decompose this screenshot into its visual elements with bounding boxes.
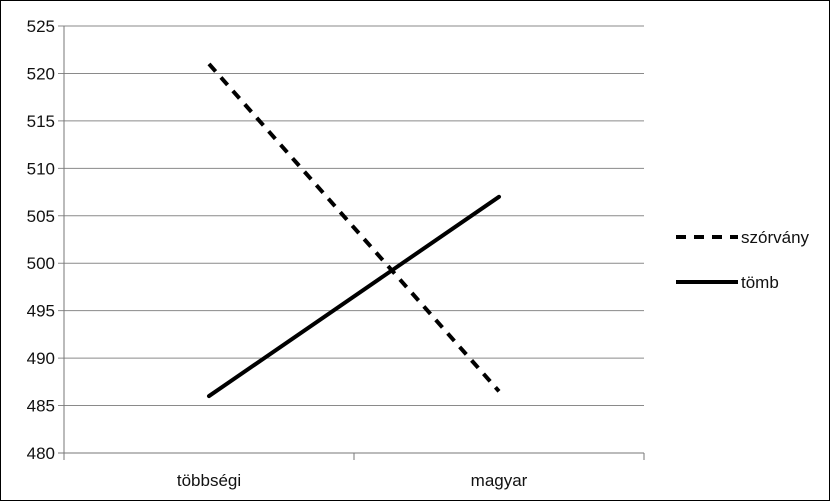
y-tick-label-495: 495 [27, 302, 55, 321]
x-axis: többségi magyar [63, 26, 645, 490]
series-line-1 [207, 194, 501, 399]
y-tick-label-515: 515 [27, 112, 55, 131]
y-tick-label-500: 500 [27, 254, 55, 273]
x-tick-label-0: többségi [177, 471, 241, 490]
series-layer [207, 62, 501, 399]
y-tick-label-520: 520 [27, 64, 55, 83]
y-tick-label-505: 505 [27, 207, 55, 226]
y-axis: 480 485 490 495 500 505 510 515 520 525 [27, 17, 55, 463]
grid [58, 25, 644, 454]
y-tick-label-485: 485 [27, 397, 55, 416]
legend-label-1: tömb [741, 273, 779, 292]
y-tick-label-525: 525 [27, 17, 55, 36]
legend: szórvány tömb [676, 228, 810, 292]
series-line-0 [207, 62, 501, 393]
y-tick-label-480: 480 [27, 444, 55, 463]
y-tick-label-510: 510 [27, 159, 55, 178]
x-tick-label-1: magyar [471, 471, 528, 490]
y-tick-label-490: 490 [27, 349, 55, 368]
legend-label-0: szórvány [741, 228, 810, 247]
